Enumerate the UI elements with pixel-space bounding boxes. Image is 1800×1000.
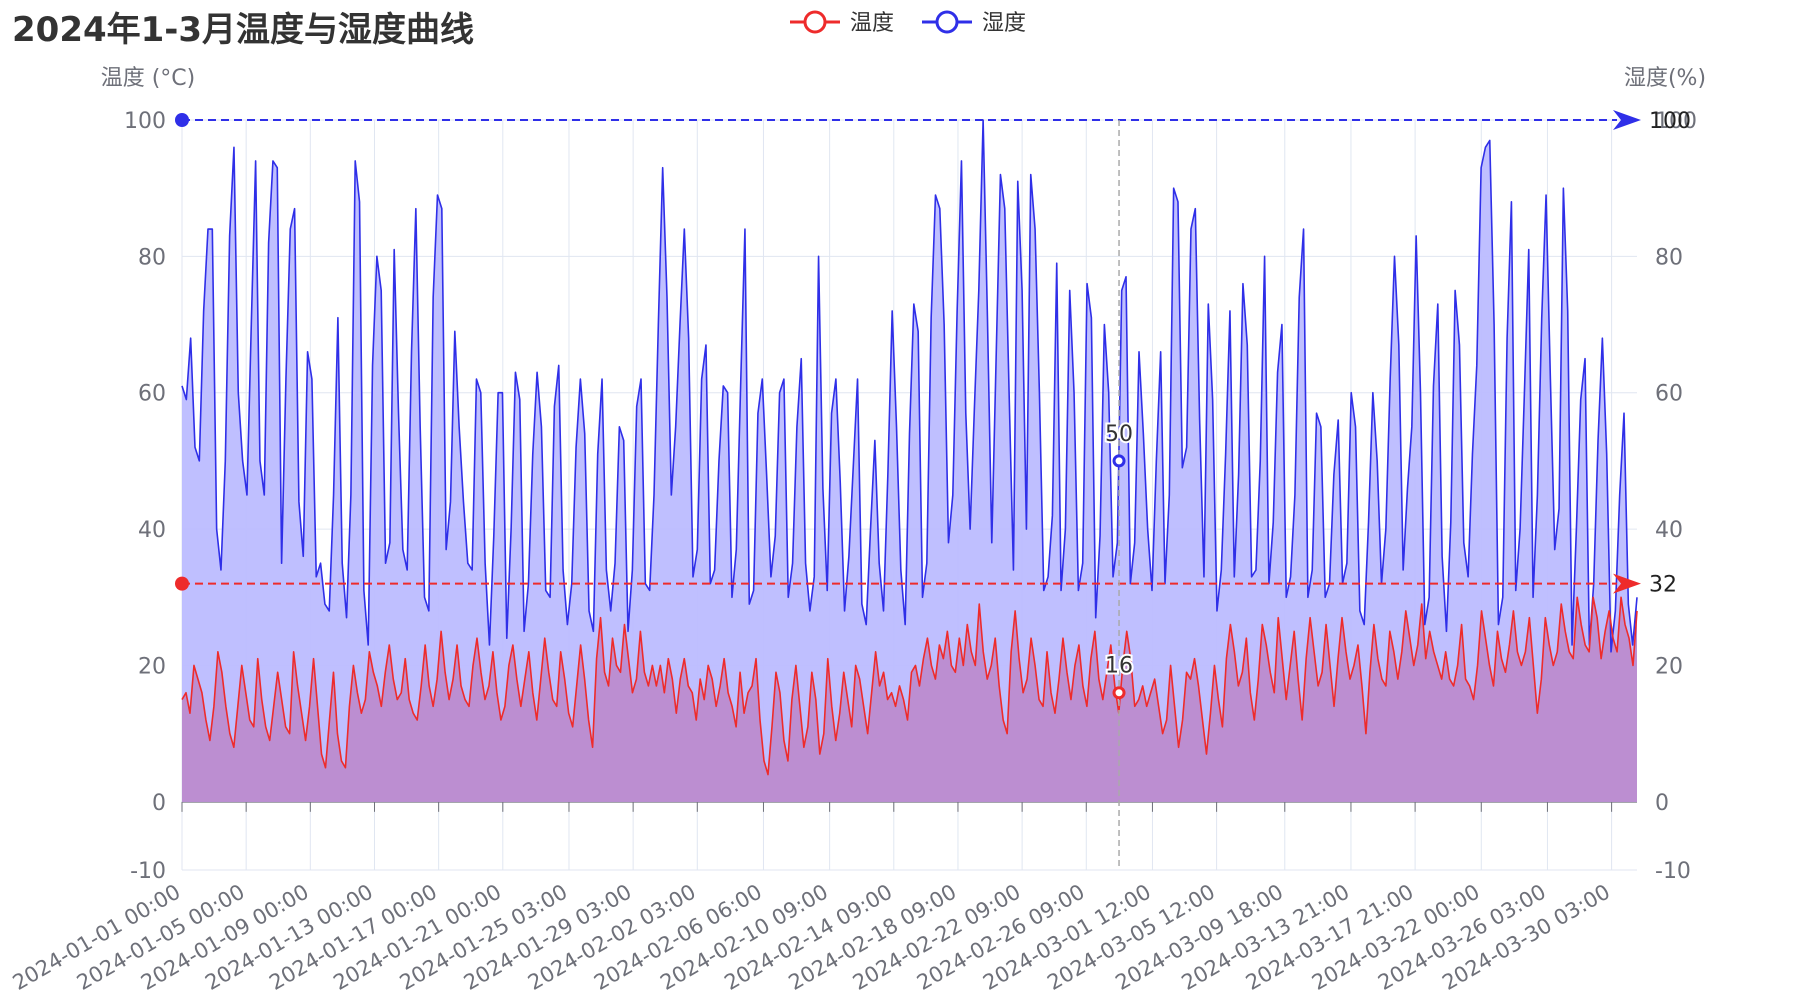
y-right-tick-label: 80 — [1655, 245, 1683, 270]
y-right-tick-label: 100 — [1655, 109, 1697, 134]
humidity-hover-value: 50 — [1105, 422, 1133, 447]
humidity-max-label: 100 — [1649, 109, 1691, 134]
y-left-tick-label: 60 — [138, 382, 166, 407]
y-left-tick-label: -10 — [130, 859, 166, 884]
humidity-max-markline-start — [175, 113, 189, 127]
temperature-hover-value: 16 — [1105, 654, 1133, 679]
y-left-tick-label: 40 — [138, 518, 166, 543]
y-right-tick-label: 60 — [1655, 382, 1683, 407]
temperature-max-label: 32 — [1649, 573, 1677, 598]
legend-label: 温度 — [850, 11, 894, 36]
y-right-axis-label: 湿度(%) — [1624, 66, 1706, 91]
y-left-tick-label: 0 — [152, 791, 166, 816]
legend-circle-icon — [803, 10, 827, 34]
humidity-hover-point[interactable] — [1112, 454, 1126, 468]
y-right-tick-label: -10 — [1655, 859, 1691, 884]
temperature-max-arrow — [1613, 573, 1641, 594]
legend-label: 湿度 — [982, 11, 1026, 36]
y-right-tick-label: 0 — [1655, 791, 1669, 816]
chart-title: 2024年1-3月温度与湿度曲线 — [12, 10, 475, 50]
legend-item-humidity[interactable]: 湿度 — [922, 10, 1026, 36]
temperature-series-line[interactable] — [181, 596, 1638, 776]
legend-circle-icon — [935, 10, 959, 34]
y-left-tick-label: 20 — [138, 654, 166, 679]
y-left-tick-label: 80 — [138, 245, 166, 270]
y-right-tick-label: 40 — [1655, 518, 1683, 543]
legend-item-temperature[interactable]: 温度 — [790, 10, 894, 36]
temperature-max-markline-start — [175, 576, 189, 591]
temperature-hover-point[interactable] — [1112, 686, 1126, 700]
y-left-axis-label: 温度 (°C) — [101, 66, 196, 91]
y-right-tick-label: 20 — [1655, 654, 1683, 679]
humidity-max-arrow — [1613, 110, 1641, 130]
y-left-tick-label: 100 — [124, 109, 166, 134]
humidity-series-line[interactable] — [181, 119, 1638, 653]
